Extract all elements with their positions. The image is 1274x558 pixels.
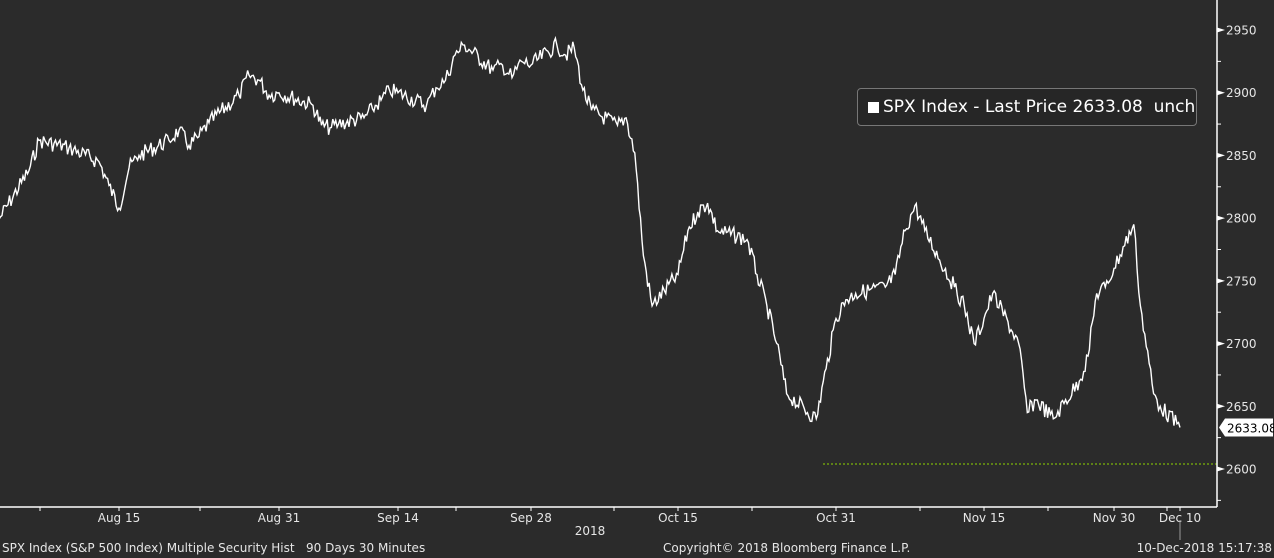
footer-timestamp: 10-Dec-2018 15:17:38 (1136, 541, 1272, 555)
y-tick-label: 2600 (1226, 463, 1257, 477)
year-label: 2018 (575, 524, 606, 538)
footer-copyright: Copyright© 2018 Bloomberg Finance L.P. (663, 541, 911, 555)
last-price-label: 2633.08 (1227, 422, 1274, 436)
y-tick-marker (1217, 278, 1225, 284)
y-tick-label: 2850 (1226, 149, 1257, 163)
x-tick-label: Nov 30 (1093, 511, 1136, 525)
x-tick-label: Oct 31 (816, 511, 856, 525)
legend: SPX Index - Last Price 2633.08 unch (857, 88, 1197, 126)
legend-text: SPX Index - Last Price 2633.08 unch (883, 97, 1196, 117)
y-tick-marker (1217, 90, 1225, 96)
x-tick-label: Dec 10 (1159, 511, 1201, 525)
price-line (0, 35, 1181, 428)
footer-security-info: SPX Index (S&P 500 Index) Multiple Secur… (2, 541, 426, 555)
y-tick-label: 2700 (1226, 337, 1257, 351)
y-tick-label: 2650 (1226, 400, 1257, 414)
y-tick-label: 2900 (1226, 86, 1257, 100)
last-price-marker (1219, 418, 1273, 437)
y-tick-marker (1217, 215, 1225, 221)
x-tick-label: Aug 31 (258, 511, 301, 525)
y-tick-marker (1217, 27, 1225, 33)
x-tick-label: Aug 15 (98, 511, 141, 525)
legend-swatch (868, 101, 879, 113)
x-tick-label: Sep 28 (510, 511, 552, 525)
y-tick-marker (1217, 466, 1225, 472)
y-tick-marker (1217, 341, 1225, 347)
y-tick-label: 2800 (1226, 212, 1257, 226)
y-tick-marker (1217, 403, 1225, 409)
y-tick-marker (1217, 152, 1225, 158)
y-tick-label: 2950 (1226, 24, 1257, 38)
x-tick-label: Oct 15 (658, 511, 698, 525)
x-tick-label: Nov 15 (963, 511, 1006, 525)
y-tick-label: 2750 (1226, 274, 1257, 288)
x-tick-label: Sep 14 (377, 511, 419, 525)
